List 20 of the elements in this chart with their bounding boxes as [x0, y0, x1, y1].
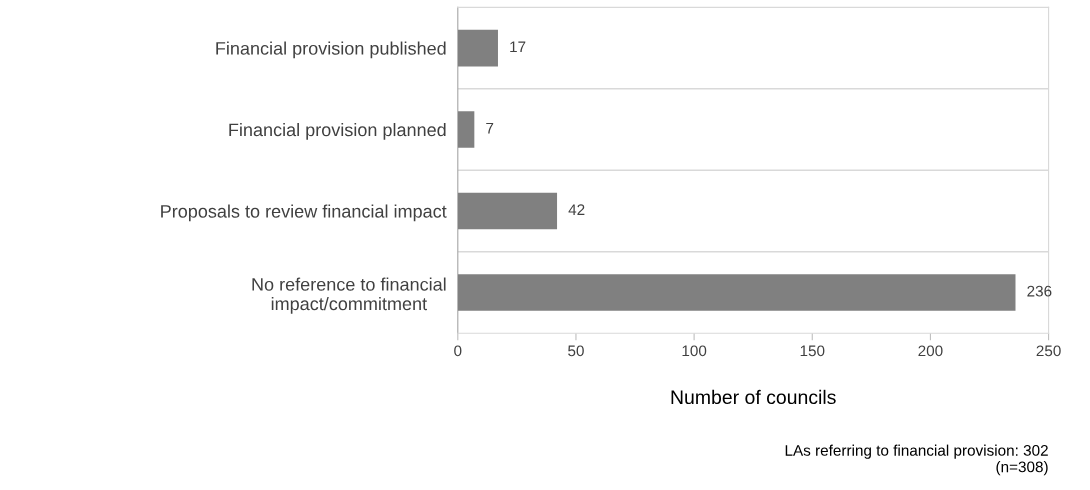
y-tick-label: No reference to financial impact/commitment: [252, 277, 446, 314]
x-tick-label: 50: [568, 345, 584, 357]
y-tick-label: Financial provision planned: [229, 123, 446, 140]
x-tick-label: 100: [682, 345, 707, 357]
bar: [457, 192, 558, 230]
bar: [457, 111, 475, 148]
x-tick-label: 150: [800, 345, 825, 357]
y-tick-label: Proposals to review financial impact: [161, 204, 447, 222]
bar: [457, 29, 498, 67]
x-tick-label: 200: [918, 345, 943, 357]
x-tick-label: 250: [1036, 345, 1061, 357]
x-tick-label: 0: [454, 345, 462, 357]
data-label: 17: [510, 41, 526, 53]
text: LAs referring to financial provision: 302 (n=308): [785, 444, 1048, 476]
data-label: 236: [1027, 285, 1052, 297]
data-label: 42: [568, 204, 585, 215]
data-label: 7: [486, 122, 494, 134]
y-tick-label: Financial provision published: [216, 41, 446, 59]
bar: [457, 274, 1016, 311]
x-axis-title: Number of councils: [671, 389, 836, 405]
